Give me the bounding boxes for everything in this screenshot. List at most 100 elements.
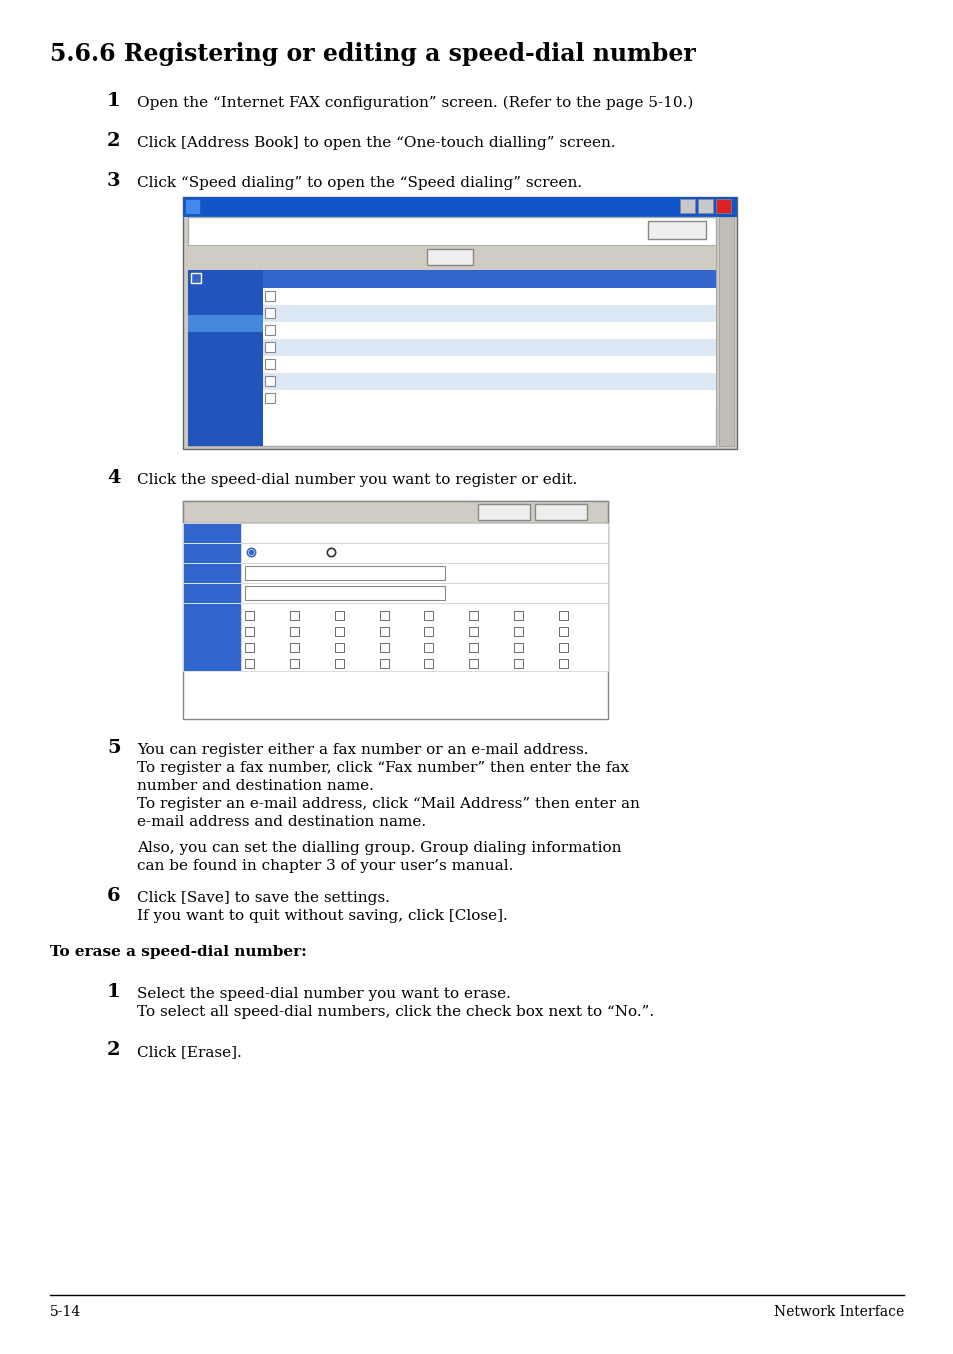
Bar: [183, 523, 241, 543]
Text: One touch dialing: One touch dialing: [192, 290, 284, 301]
Text: 003: 003: [277, 324, 298, 334]
Text: 19: 19: [345, 642, 358, 653]
Bar: [265, 307, 274, 318]
Bar: [335, 643, 343, 653]
Bar: [379, 611, 388, 620]
Text: 5-14: 5-14: [50, 1305, 81, 1319]
Bar: [245, 586, 444, 600]
Text: Click “Speed dialing” to open the “Speed dialing” screen.: Click “Speed dialing” to open the “Speed…: [137, 176, 581, 190]
Bar: [245, 627, 253, 636]
Bar: [183, 501, 607, 523]
Text: 21: 21: [435, 642, 448, 653]
Bar: [679, 199, 695, 213]
Bar: [379, 627, 388, 636]
Bar: [263, 322, 716, 338]
Text: 32: 32: [570, 658, 583, 668]
Bar: [514, 627, 522, 636]
Bar: [241, 543, 607, 563]
Bar: [191, 274, 201, 283]
Text: Click the speed-dial number you want to register or edit.: Click the speed-dial number you want to …: [137, 473, 577, 487]
Text: Fax number: Fax number: [256, 546, 327, 559]
Text: 18: 18: [300, 642, 314, 653]
Text: 09: 09: [255, 626, 269, 636]
Text: 03: 03: [345, 611, 358, 620]
Text: 15: 15: [525, 626, 537, 636]
Text: 07: 07: [525, 611, 537, 620]
Text: Type: Type: [187, 546, 217, 559]
Bar: [245, 611, 253, 620]
Text: 22: 22: [480, 642, 493, 653]
Bar: [263, 372, 716, 390]
Text: 10: 10: [300, 626, 314, 636]
Text: Contact name: Contact name: [268, 272, 355, 282]
Bar: [290, 643, 298, 653]
Text: No.: No.: [205, 272, 226, 282]
Bar: [263, 338, 716, 356]
Text: You can register either a fax number or an e-mail address.: You can register either a fax number or …: [137, 743, 588, 757]
Text: 4: 4: [107, 468, 120, 487]
Text: Speed dialing: Speed dialing: [192, 317, 273, 328]
Text: 05: 05: [435, 611, 448, 620]
Text: 6: 6: [107, 887, 120, 904]
Bar: [188, 315, 263, 332]
Bar: [241, 584, 607, 603]
Text: (Required): (Required): [451, 567, 509, 577]
Bar: [558, 659, 568, 668]
Bar: [263, 356, 716, 372]
Text: To select all speed-dial numbers, click the check box next to “No.”.: To select all speed-dial numbers, click …: [137, 1005, 654, 1020]
Text: 24: 24: [570, 642, 583, 653]
Text: 23: 23: [525, 642, 537, 653]
Text: 3: 3: [107, 172, 120, 190]
Text: 12: 12: [390, 626, 403, 636]
Text: 004: 004: [277, 341, 299, 351]
Text: 005: 005: [277, 357, 298, 368]
Bar: [263, 305, 716, 322]
Bar: [379, 659, 388, 668]
Text: Save: Save: [488, 505, 518, 519]
Bar: [265, 343, 274, 352]
Text: 02: 02: [300, 611, 314, 620]
Bar: [379, 643, 388, 653]
Text: e-mail address and destination name.: e-mail address and destination name.: [137, 815, 426, 829]
Text: 13: 13: [435, 626, 448, 636]
Bar: [183, 196, 737, 450]
Bar: [183, 563, 241, 584]
Text: can be found in chapter 3 of your user’s manual.: can be found in chapter 3 of your user’s…: [137, 858, 513, 873]
Bar: [245, 566, 444, 580]
Bar: [265, 325, 274, 334]
Text: 30: 30: [480, 658, 493, 668]
Bar: [265, 376, 274, 386]
Text: Group No.: Group No.: [187, 607, 253, 619]
Bar: [188, 246, 716, 269]
Bar: [290, 659, 298, 668]
Text: 001: 001: [277, 290, 298, 301]
Bar: [290, 611, 298, 620]
Bar: [716, 199, 730, 213]
Text: 01: 01: [255, 611, 269, 620]
Bar: [514, 659, 522, 668]
Text: Also, you can set the dialling group. Group dialing information: Also, you can set the dialling group. Gr…: [137, 841, 620, 854]
Text: 20: 20: [390, 642, 403, 653]
Bar: [265, 291, 274, 301]
Text: 1: 1: [107, 92, 121, 110]
Bar: [469, 611, 477, 620]
Text: 29: 29: [435, 658, 448, 668]
Text: 04: 04: [390, 611, 403, 620]
Bar: [514, 643, 522, 653]
Text: To register an e-mail address, click “Mail Address” then enter an: To register an e-mail address, click “Ma…: [137, 798, 639, 811]
Bar: [647, 221, 705, 240]
Text: 08: 08: [570, 611, 582, 620]
Bar: [335, 611, 343, 620]
Text: Click [Save] to save the settings.: Click [Save] to save the settings.: [137, 891, 390, 904]
Text: Close: Close: [659, 222, 694, 236]
Bar: [424, 659, 433, 668]
Text: Number: Number: [187, 566, 239, 580]
Text: 26: 26: [300, 658, 314, 668]
Bar: [265, 359, 274, 370]
Bar: [245, 643, 253, 653]
Text: Network Interface: Network Interface: [773, 1305, 903, 1319]
Text: 27: 27: [345, 658, 358, 668]
Text: To register a fax number, click “Fax number” then enter the fax: To register a fax number, click “Fax num…: [137, 761, 628, 774]
Text: Open the “Internet FAX configuration” screen. (Refer to the page 5-10.): Open the “Internet FAX configuration” sc…: [137, 96, 693, 111]
Text: 25: 25: [255, 658, 269, 668]
